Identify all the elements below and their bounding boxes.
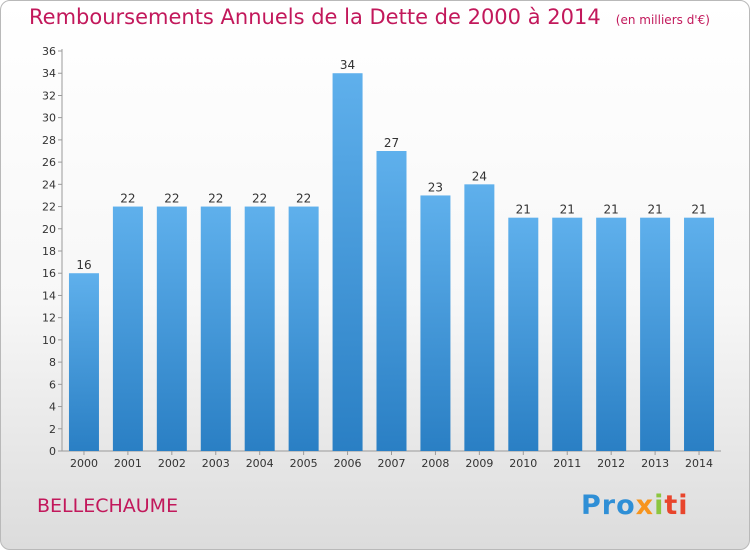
bar (640, 217, 671, 451)
logo-part-1: Pro (581, 490, 636, 521)
bar (68, 273, 99, 451)
y-tick-label: 26 (42, 156, 56, 169)
x-tick-label: 2003 (202, 457, 230, 470)
y-tick-label: 22 (42, 201, 56, 214)
chart-title-block: Remboursements Annuels de la Dette de 20… (29, 5, 710, 29)
x-tick-label: 2010 (509, 457, 537, 470)
y-tick-label: 32 (42, 89, 56, 102)
x-tick-label: 2013 (641, 457, 669, 470)
y-tick-label: 4 (49, 401, 56, 414)
chart-unit: (en milliers d'€) (615, 13, 710, 27)
chart-title: Remboursements Annuels de la Dette de 20… (29, 5, 601, 29)
x-tick-label: 2002 (158, 457, 186, 470)
y-tick-label: 30 (42, 112, 56, 125)
bar (464, 184, 495, 452)
data-label: 22 (208, 192, 223, 206)
x-tick-label: 2006 (334, 457, 362, 470)
bar (156, 206, 187, 451)
data-label: 21 (691, 203, 706, 217)
logo-part-2: x (635, 490, 655, 521)
bar (508, 217, 539, 451)
x-tick-label: 2007 (378, 457, 406, 470)
data-label: 21 (516, 203, 531, 217)
data-label: 27 (384, 136, 399, 150)
x-tick-label: 2014 (685, 457, 713, 470)
data-label: 21 (604, 203, 619, 217)
y-tick-label: 16 (42, 267, 56, 280)
data-label: 21 (647, 203, 662, 217)
commune-name: BELLECHAUME (37, 495, 179, 517)
labels: 2000 16 2001 22 2002 22 2003 22 2004 22 2005 22 2006… (70, 58, 713, 470)
y-tick-label: 0 (49, 445, 56, 458)
x-tick-label: 2008 (421, 457, 449, 470)
bar (112, 206, 143, 451)
bar (332, 73, 363, 451)
proxiti-logo[interactable]: Proxiti (581, 490, 689, 521)
data-label: 21 (560, 203, 575, 217)
y-tick-label: 12 (42, 312, 56, 325)
x-tick-label: 2000 (70, 457, 98, 470)
y-tick-label: 2 (49, 423, 56, 436)
data-label: 24 (472, 169, 487, 183)
y-tick-label: 6 (49, 378, 56, 391)
data-label: 22 (296, 192, 311, 206)
y-tick-label: 10 (42, 334, 56, 347)
logo-part-4: ti (664, 490, 689, 521)
data-label: 34 (340, 58, 355, 72)
bar (684, 217, 715, 451)
bar (596, 217, 627, 451)
bar (376, 151, 407, 451)
bar (288, 206, 319, 451)
y-tick-label: 36 (42, 45, 56, 58)
bar (200, 206, 231, 451)
bar (420, 195, 451, 451)
y-tick-label: 20 (42, 223, 56, 236)
y-tick-label: 18 (42, 245, 56, 258)
x-tick-label: 2011 (553, 457, 581, 470)
x-tick-label: 2005 (290, 457, 318, 470)
y-tick-label: 28 (42, 134, 56, 147)
bar (244, 206, 275, 451)
y-tick-label: 24 (42, 178, 56, 191)
y-tick-label: 8 (49, 356, 56, 369)
x-tick-label: 2001 (114, 457, 142, 470)
data-label: 22 (120, 192, 135, 206)
x-tick-label: 2012 (597, 457, 625, 470)
logo-part-3: i (654, 490, 665, 521)
data-label: 23 (428, 180, 443, 194)
x-tick-label: 2004 (246, 457, 274, 470)
y-tick-label: 14 (42, 289, 56, 302)
bars (68, 73, 715, 452)
y-tick-label: 34 (42, 67, 56, 80)
x-tick-label: 2009 (465, 457, 493, 470)
data-label: 22 (252, 192, 267, 206)
bar (552, 217, 583, 451)
data-label: 22 (164, 192, 179, 206)
data-label: 16 (76, 258, 91, 272)
